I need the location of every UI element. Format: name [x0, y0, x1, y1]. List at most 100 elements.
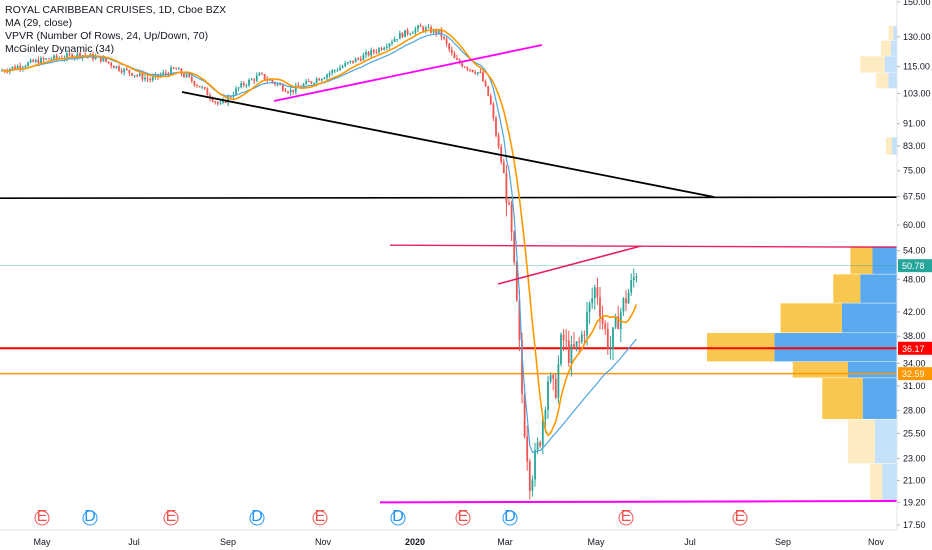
earnings-marker[interactable]: E	[163, 508, 179, 526]
candle-body	[198, 85, 201, 88]
candle-body	[115, 66, 118, 68]
vp-down-bar	[860, 56, 885, 73]
candle-body	[27, 62, 29, 67]
dividend-marker[interactable]: D	[502, 508, 518, 526]
vp-up-bar	[862, 378, 897, 419]
y-tick-label: 28.00	[903, 406, 926, 416]
candle-body	[287, 91, 289, 93]
dividend-marker[interactable]: D	[249, 508, 265, 526]
time-axis[interactable]: May Jul Sep Nov 2020 Mar May Jul Sep Nov	[0, 529, 897, 547]
candle-body	[58, 57, 61, 59]
x-tick-label: Sep	[220, 537, 236, 547]
candle-body	[128, 69, 131, 74]
candle-body	[575, 341, 578, 347]
candle-body	[466, 67, 469, 70]
candle-body	[622, 298, 625, 312]
candle-body	[596, 287, 599, 298]
candle-body	[560, 334, 562, 364]
candle-body	[526, 436, 529, 462]
candle-body	[362, 54, 365, 61]
legend-mcginley: McGinley Dynamic (34)	[5, 43, 115, 55]
y-tick-label: 150.00	[903, 0, 931, 7]
candle-body	[471, 69, 474, 72]
candle-body	[344, 63, 347, 67]
candle-body	[349, 60, 352, 63]
candle-body	[359, 58, 362, 61]
candle-body	[211, 98, 214, 102]
candle-body	[261, 73, 263, 75]
candle-body	[497, 135, 500, 147]
vp-up-bar	[890, 40, 897, 56]
vp-up-bar	[892, 137, 897, 155]
y-tick-label: 31.00	[903, 381, 926, 391]
vp-down-bar	[850, 246, 873, 274]
candle-body	[445, 38, 448, 44]
vp-down-bar	[888, 25, 894, 41]
candle-body	[258, 73, 261, 76]
earnings-marker[interactable]: E	[312, 508, 328, 526]
candle-body	[391, 41, 393, 44]
candle-body	[508, 202, 510, 205]
candle-body	[34, 59, 37, 62]
dividend-marker[interactable]: D	[82, 508, 98, 526]
candle-body	[450, 49, 453, 54]
candle-body	[432, 29, 435, 33]
candle-body	[177, 68, 180, 70]
x-tick-label: Jul	[684, 537, 696, 547]
candle-body	[242, 83, 245, 86]
price-label-text: 36.17	[902, 344, 925, 354]
candle-body	[320, 78, 323, 81]
candle-body	[14, 66, 16, 69]
candle-body	[68, 53, 71, 55]
event-marker-letter: E	[621, 508, 632, 525]
candle-body	[131, 73, 133, 76]
candle-body	[461, 63, 464, 67]
candle-body	[292, 89, 295, 92]
candle-body	[107, 61, 110, 63]
candle-body	[411, 32, 414, 34]
candle-body	[183, 74, 185, 77]
candle-body	[206, 88, 209, 96]
candle-body	[42, 57, 45, 60]
candle-body	[175, 68, 178, 70]
candle-body	[625, 298, 627, 304]
candle-body	[414, 28, 417, 33]
earnings-marker[interactable]: E	[34, 508, 50, 526]
y-tick-label: 17.50	[903, 520, 926, 530]
candle-body	[253, 79, 256, 81]
candle-body	[263, 73, 266, 80]
y-tick-label: 91.00	[903, 119, 926, 129]
candle-body	[570, 344, 573, 364]
candle-body	[235, 88, 237, 95]
y-tick-label: 23.00	[903, 453, 926, 463]
candle-body	[588, 303, 591, 313]
candle-body	[188, 74, 191, 77]
y-tick-label: 34.00	[903, 358, 926, 368]
horizontal-levels	[0, 196, 898, 504]
candle-body	[401, 32, 404, 38]
earnings-marker[interactable]: E	[455, 508, 471, 526]
candle-body	[380, 48, 383, 50]
vp-up-bar	[860, 274, 897, 303]
candle-body	[396, 39, 399, 41]
vp-down-bar	[876, 73, 889, 89]
candle-body	[32, 59, 35, 62]
price-axis[interactable]: 17.50 19.20 21.00 23.00 25.50 28.00 31.00 34.00…	[896, 0, 931, 530]
candle-body	[417, 25, 419, 29]
dividend-marker[interactable]: D	[390, 508, 406, 526]
earnings-marker[interactable]: E	[732, 508, 748, 526]
vp-down-bar	[847, 419, 875, 464]
candle-body	[276, 84, 279, 86]
candle-body	[562, 334, 565, 341]
candle-body	[79, 53, 81, 58]
vp-down-bar	[822, 378, 863, 419]
y-tick-label: 25.50	[903, 428, 926, 438]
vp-down-bar	[881, 40, 891, 56]
earnings-marker[interactable]: E	[618, 508, 634, 526]
x-tick-label: 2020	[405, 537, 425, 547]
candle-body	[110, 62, 113, 66]
event-marker-letter: E	[458, 508, 469, 525]
candle-body	[476, 72, 479, 74]
price-label-text: 32.59	[902, 369, 925, 379]
